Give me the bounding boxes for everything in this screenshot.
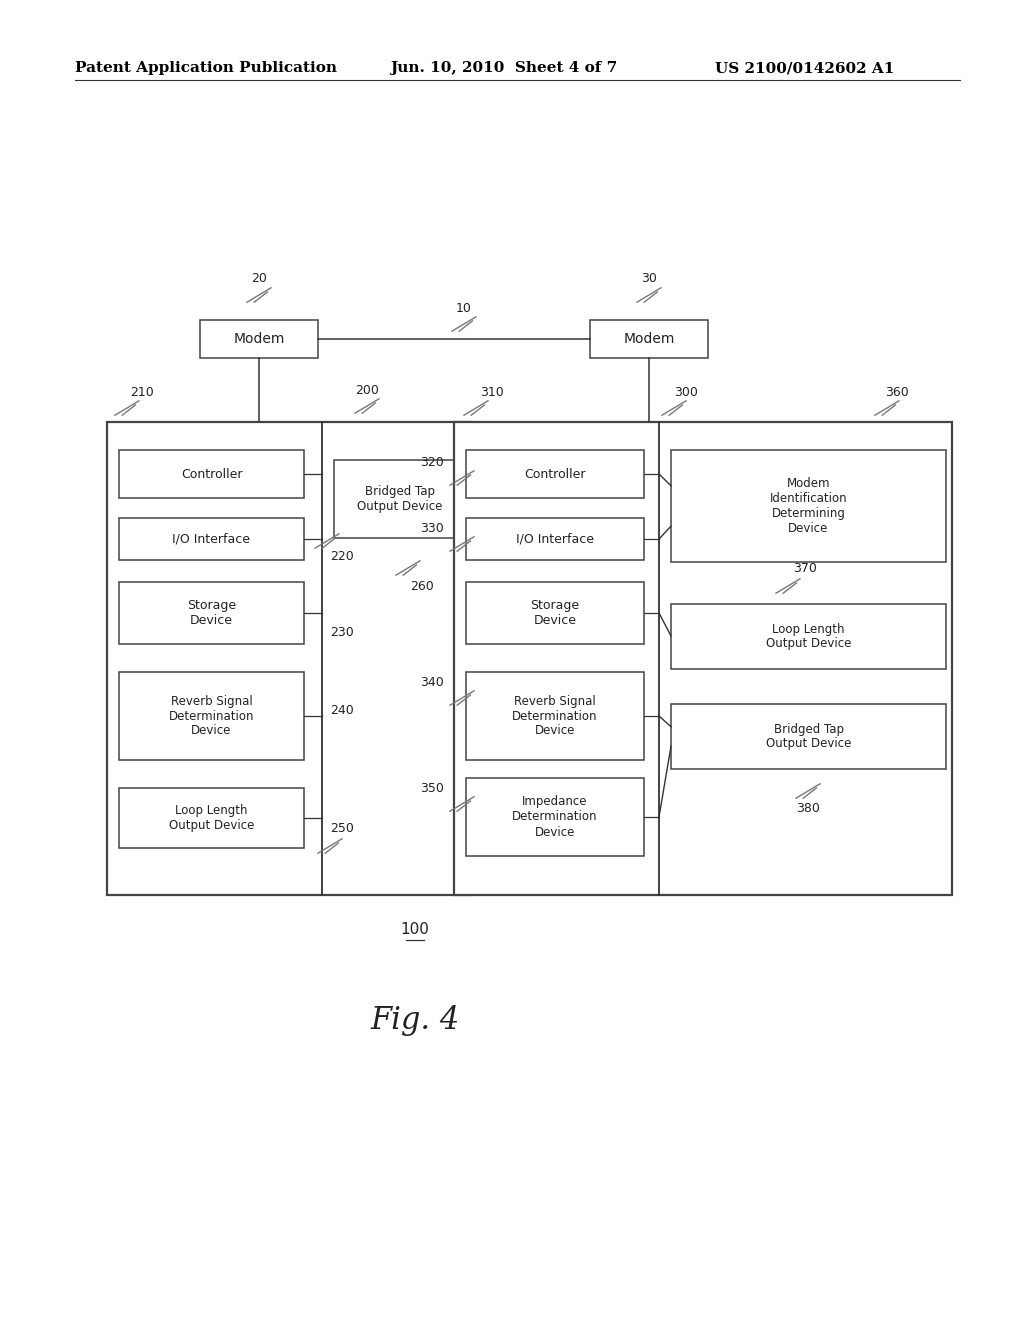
Text: 370: 370 xyxy=(793,562,817,576)
Text: Controller: Controller xyxy=(524,467,586,480)
Text: Jun. 10, 2010  Sheet 4 of 7: Jun. 10, 2010 Sheet 4 of 7 xyxy=(390,61,617,75)
Text: Modem: Modem xyxy=(624,333,675,346)
Bar xyxy=(106,422,472,895)
Bar xyxy=(671,450,946,562)
Text: I/O Interface: I/O Interface xyxy=(516,532,594,545)
Text: US 2100/0142602 A1: US 2100/0142602 A1 xyxy=(715,61,894,75)
Bar xyxy=(119,582,304,644)
Text: Patent Application Publication: Patent Application Publication xyxy=(75,61,337,75)
Text: 100: 100 xyxy=(400,923,429,937)
Text: Loop Length
Output Device: Loop Length Output Device xyxy=(766,623,851,651)
Text: Storage
Device: Storage Device xyxy=(187,599,237,627)
Bar xyxy=(119,788,304,847)
Text: 340: 340 xyxy=(420,676,444,689)
Bar xyxy=(119,517,304,560)
Text: 200: 200 xyxy=(355,384,379,396)
Bar xyxy=(466,672,644,760)
Bar xyxy=(466,582,644,644)
Text: 350: 350 xyxy=(420,781,444,795)
Text: 260: 260 xyxy=(410,579,434,593)
Text: 330: 330 xyxy=(420,521,444,535)
Bar xyxy=(200,319,318,358)
Text: Controller: Controller xyxy=(181,467,243,480)
Text: 230: 230 xyxy=(330,627,353,639)
Text: Reverb Signal
Determination
Device: Reverb Signal Determination Device xyxy=(512,694,598,738)
Bar xyxy=(590,319,708,358)
Bar xyxy=(466,450,644,498)
Text: 10: 10 xyxy=(456,302,472,315)
Text: Bridged Tap
Output Device: Bridged Tap Output Device xyxy=(357,484,442,513)
Bar xyxy=(334,459,466,539)
Text: Loop Length
Output Device: Loop Length Output Device xyxy=(169,804,254,832)
Bar xyxy=(119,450,304,498)
Text: 30: 30 xyxy=(641,272,657,285)
Bar xyxy=(454,422,952,895)
Text: Modem
Identification
Determining
Device: Modem Identification Determining Device xyxy=(770,477,847,535)
Text: Reverb Signal
Determination
Device: Reverb Signal Determination Device xyxy=(169,694,254,738)
Text: I/O Interface: I/O Interface xyxy=(172,532,251,545)
Text: 240: 240 xyxy=(330,705,353,718)
Text: Bridged Tap
Output Device: Bridged Tap Output Device xyxy=(766,722,851,751)
Text: Storage
Device: Storage Device xyxy=(530,599,580,627)
Text: 210: 210 xyxy=(130,385,154,399)
Text: Impedance
Determination
Device: Impedance Determination Device xyxy=(512,796,598,838)
Text: Fig. 4: Fig. 4 xyxy=(371,1005,460,1035)
Bar xyxy=(466,777,644,855)
Text: 250: 250 xyxy=(330,821,354,834)
Text: 320: 320 xyxy=(420,455,444,469)
Text: Modem: Modem xyxy=(233,333,285,346)
Text: 220: 220 xyxy=(330,550,353,564)
Text: 300: 300 xyxy=(674,385,698,399)
Bar xyxy=(671,605,946,669)
Text: 310: 310 xyxy=(480,385,504,399)
Text: 360: 360 xyxy=(885,385,909,399)
Bar xyxy=(671,704,946,770)
Bar xyxy=(466,517,644,560)
Text: 380: 380 xyxy=(796,803,820,816)
Text: 20: 20 xyxy=(251,272,267,285)
Bar xyxy=(119,672,304,760)
